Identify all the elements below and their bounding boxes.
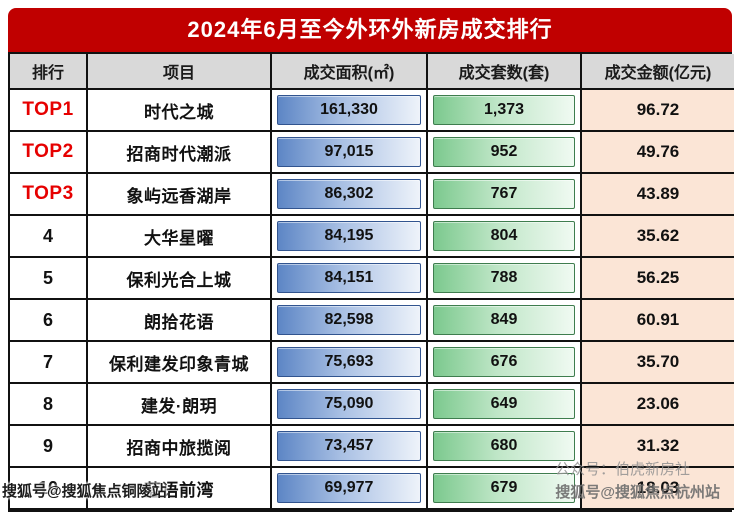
area-bar: 161,330 (277, 95, 421, 125)
project-cell: 朗拾花语 (88, 300, 272, 342)
units-bar: 676 (433, 347, 575, 377)
area-cell: 82,598 (272, 300, 428, 342)
amount-cell: 56.25 (582, 258, 734, 300)
area-bar: 84,195 (277, 221, 421, 251)
project-cell: 蓝语前湾 (88, 468, 272, 510)
rank-cell: TOP2 (10, 132, 88, 174)
column-header-area: 成交面积(㎡) (272, 54, 428, 90)
watermark-bottom-right: 搜狐号@搜狐焦点杭州站 (555, 484, 720, 501)
area-cell: 69,977 (272, 468, 428, 510)
units-bar: 679 (433, 473, 575, 503)
area-cell: 84,151 (272, 258, 428, 300)
rank-cell: 9 (10, 426, 88, 468)
project-cell: 建发·朗玥 (88, 384, 272, 426)
area-bar: 75,090 (277, 389, 421, 419)
column-header-rank: 排行 (10, 54, 88, 90)
amount-cell: 31.32 (582, 426, 734, 468)
area-cell: 86,302 (272, 174, 428, 216)
units-bar: 680 (433, 431, 575, 461)
units-cell: 680 (428, 426, 582, 468)
units-cell: 649 (428, 384, 582, 426)
amount-cell: 23.06 (582, 384, 734, 426)
column-header-amount: 成交金额(亿元) (582, 54, 734, 90)
project-cell: 保利光合上城 (88, 258, 272, 300)
area-cell: 97,015 (272, 132, 428, 174)
units-bar: 804 (433, 221, 575, 251)
area-cell: 84,195 (272, 216, 428, 258)
project-cell: 招商中旅揽阅 (88, 426, 272, 468)
project-cell: 象屿远香湖岸 (88, 174, 272, 216)
units-cell: 767 (428, 174, 582, 216)
rank-cell: 7 (10, 342, 88, 384)
page-title: 2024年6月至今外环外新房成交排行 (8, 8, 732, 52)
column-header-project: 项目 (88, 54, 272, 90)
rank-cell: TOP3 (10, 174, 88, 216)
rank-cell: 6 (10, 300, 88, 342)
rank-cell: TOP1 (10, 90, 88, 132)
ranking-table: 排行 项目 成交面积(㎡) 成交套数(套) 成交金额(亿元) TOP1 时代之城… (8, 52, 734, 512)
amount-cell: 49.76 (582, 132, 734, 174)
amount-cell: 18.03 (582, 468, 734, 510)
units-bar: 788 (433, 263, 575, 293)
project-cell: 大华星曜 (88, 216, 272, 258)
area-bar: 84,151 (277, 263, 421, 293)
watermark-bottom-left: 搜狐号@搜狐焦点铜陵站 (2, 483, 167, 500)
area-bar: 75,693 (277, 347, 421, 377)
rank-cell: 8 (10, 384, 88, 426)
area-bar: 69,977 (277, 473, 421, 503)
units-cell: 804 (428, 216, 582, 258)
area-bar: 97,015 (277, 137, 421, 167)
project-cell: 招商时代潮派 (88, 132, 272, 174)
rank-cell: 5 (10, 258, 88, 300)
units-bar: 649 (433, 389, 575, 419)
units-cell: 849 (428, 300, 582, 342)
amount-cell: 60.91 (582, 300, 734, 342)
units-cell: 1,373 (428, 90, 582, 132)
amount-cell: 43.89 (582, 174, 734, 216)
area-cell: 75,693 (272, 342, 428, 384)
amount-cell: 35.62 (582, 216, 734, 258)
area-cell: 161,330 (272, 90, 428, 132)
column-header-units: 成交套数(套) (428, 54, 582, 90)
watermark-center-right: 公众号：伯虎新房社 (554, 461, 690, 478)
units-bar: 767 (433, 179, 575, 209)
area-cell: 75,090 (272, 384, 428, 426)
area-bar: 73,457 (277, 431, 421, 461)
units-cell: 788 (428, 258, 582, 300)
project-cell: 保利建发印象青城 (88, 342, 272, 384)
ranking-card: 2024年6月至今外环外新房成交排行 排行 项目 成交面积(㎡) 成交套数(套)… (8, 8, 734, 512)
units-cell: 676 (428, 342, 582, 384)
project-cell: 时代之城 (88, 90, 272, 132)
area-bar: 86,302 (277, 179, 421, 209)
units-bar: 952 (433, 137, 575, 167)
amount-cell: 35.70 (582, 342, 734, 384)
units-cell: 952 (428, 132, 582, 174)
rank-cell: 4 (10, 216, 88, 258)
units-bar: 1,373 (433, 95, 575, 125)
units-bar: 849 (433, 305, 575, 335)
area-cell: 73,457 (272, 426, 428, 468)
area-bar: 82,598 (277, 305, 421, 335)
amount-cell: 96.72 (582, 90, 734, 132)
